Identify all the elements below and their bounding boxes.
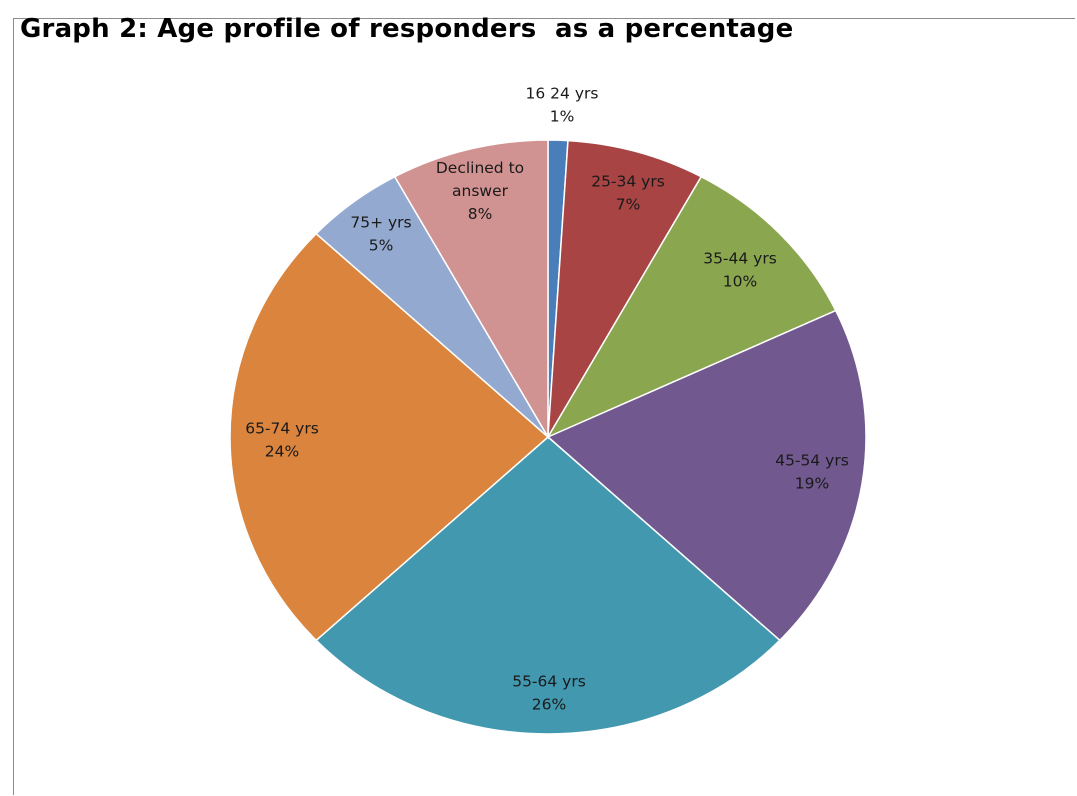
- slice-label-25-34-yrs: 25-34 yrs 7%: [591, 173, 665, 214]
- slice-label-65-74-yrs: 65-74 yrs 24%: [245, 420, 319, 461]
- pie-slice-declined-to-answer: [393, 139, 549, 440]
- slice-percent: 26%: [532, 696, 566, 714]
- chart-title: Graph 2: Age profile of responders as a …: [20, 14, 794, 44]
- slice-label-75-yrs: 75+ yrs 5%: [350, 214, 411, 255]
- slice-percent: 5%: [369, 237, 394, 255]
- slice-label-declined-to-answer: Declined to answer 8%: [436, 159, 524, 223]
- slice-label-55-64-yrs: 55-64 yrs 26%: [512, 673, 586, 714]
- slice-percent: 8%: [468, 205, 493, 223]
- slice-name: Declined to: [436, 159, 524, 177]
- slice-percent: 19%: [795, 475, 829, 493]
- slice-name: 55-64 yrs: [512, 673, 586, 691]
- slice-name: 65-74 yrs: [245, 420, 319, 438]
- slice-name: 35-44 yrs: [703, 250, 777, 268]
- pie-slices: [229, 139, 867, 735]
- slice-label-16-24-yrs: 16 24 yrs 1%: [526, 85, 599, 126]
- slice-name: 25-34 yrs: [591, 173, 665, 191]
- pie-slice-25-34-yrs: [547, 139, 703, 438]
- pie-slice-45-54-yrs: [546, 309, 867, 642]
- slice-name: 75+ yrs: [350, 214, 411, 232]
- slice-percent: 7%: [616, 196, 641, 214]
- slice-percent: 1%: [550, 108, 575, 126]
- slice-label-45-54-yrs: 45-54 yrs 19%: [775, 452, 849, 493]
- slice-percent: 24%: [265, 443, 299, 461]
- slice-name: 45-54 yrs: [775, 452, 849, 470]
- slice-name: 16 24 yrs: [526, 85, 599, 103]
- pie-labels: 16 24 yrs 1% 25-34 yrs 7% 35-44 yrs 10% 45-54 …: [245, 85, 849, 714]
- slice-name: answer: [452, 182, 509, 200]
- pie-slice-55-64-yrs: [315, 436, 781, 735]
- pie-slice-35-44-yrs: [546, 175, 837, 439]
- slice-label-35-44-yrs: 35-44 yrs 10%: [703, 250, 777, 291]
- slice-percent: 10%: [723, 273, 757, 291]
- pie-slice-65-74-yrs: [229, 232, 550, 642]
